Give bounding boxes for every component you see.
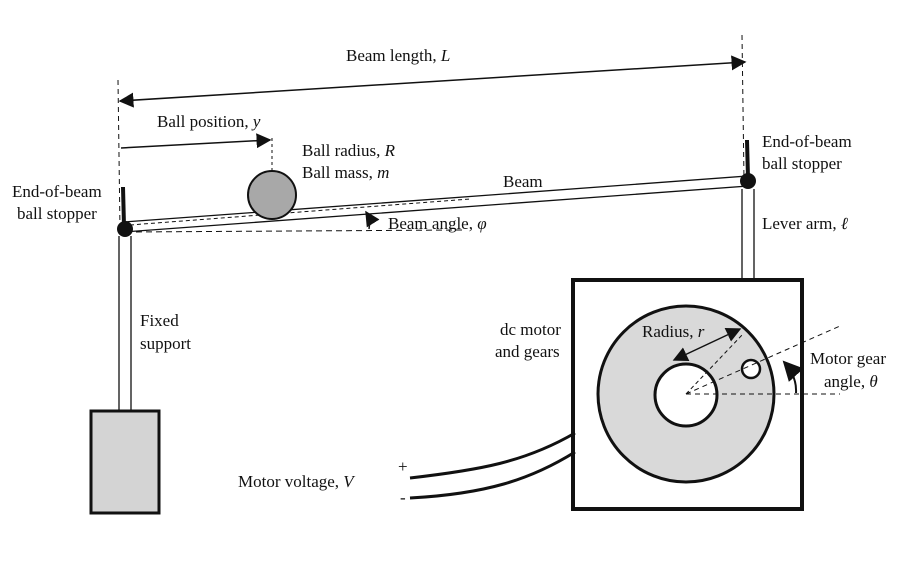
left-reference-line bbox=[117, 79, 121, 231]
gear-angle-dashed bbox=[685, 325, 841, 395]
beam-horizontal-dashed bbox=[125, 229, 463, 233]
lever-arm-label: Lever arm, ℓ bbox=[762, 214, 848, 233]
voltage-plus-sign: + bbox=[398, 457, 408, 476]
left-ball-stopper bbox=[121, 186, 126, 227]
left-pivot bbox=[117, 221, 133, 237]
beam-length-arrow bbox=[118, 55, 747, 108]
left-stopper-label-line1: End-of-beam bbox=[12, 182, 102, 201]
fixed-support-label-line1: Fixed bbox=[140, 311, 179, 330]
motor-wire-positive bbox=[409, 431, 576, 480]
right-ball-stopper bbox=[745, 139, 750, 179]
beam-angle-arc bbox=[365, 210, 380, 230]
motor-label-line2: and gears bbox=[495, 342, 560, 361]
right-stopper-label-line1: End-of-beam bbox=[762, 132, 852, 151]
motor-label-line1: dc motor bbox=[500, 320, 561, 339]
beam-angle-ref-dashed-1 bbox=[129, 198, 471, 226]
fixed-support-label-line2: support bbox=[140, 334, 191, 353]
ball-position-label: Ball position, y bbox=[157, 112, 261, 131]
left-stopper-label-line2: ball stopper bbox=[17, 204, 97, 223]
ball bbox=[247, 170, 297, 220]
gear-angle-arc bbox=[782, 360, 804, 394]
ball-mass-label: Ball mass, m bbox=[302, 163, 389, 182]
radius-arrow bbox=[672, 327, 742, 362]
gear-angle-label-line1: Motor gear bbox=[810, 349, 886, 368]
beam-angle-label: Beam angle, φ bbox=[388, 214, 487, 233]
lever-pin bbox=[740, 358, 762, 380]
right-stopper-label-line2: ball stopper bbox=[762, 154, 842, 173]
gear-shaft bbox=[653, 362, 719, 428]
ball-position-arrow bbox=[120, 133, 272, 149]
motor-wire-negative bbox=[409, 450, 576, 500]
right-reference-line bbox=[741, 34, 745, 181]
right-pivot bbox=[740, 173, 756, 189]
gear-angle-label-line2: angle, θ bbox=[824, 372, 878, 391]
radius-label: Radius, r bbox=[642, 322, 705, 341]
fixed-support-base bbox=[89, 409, 161, 515]
motor-voltage-label: Motor voltage, V bbox=[238, 472, 356, 491]
beam-length-label: Beam length, L bbox=[346, 46, 450, 65]
beam-label: Beam bbox=[503, 172, 543, 191]
voltage-minus-sign: - bbox=[400, 488, 406, 507]
ball-radius-label: Ball radius, R bbox=[302, 141, 396, 160]
